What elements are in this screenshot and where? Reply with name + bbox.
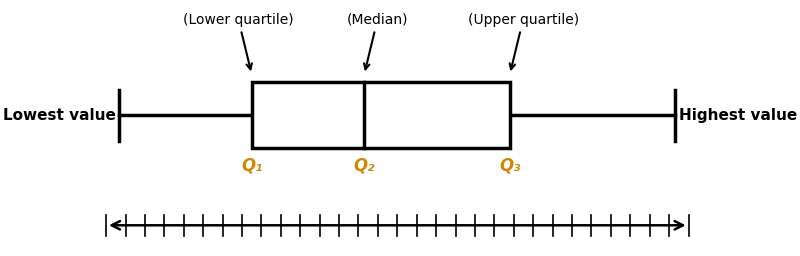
Bar [252,82,510,148]
Text: (Lower quartile): (Lower quartile) [183,13,294,69]
Text: Highest value: Highest value [678,108,797,123]
Text: Q₂: Q₂ [354,156,375,174]
Text: (Upper quartile): (Upper quartile) [467,13,578,69]
Text: (Median): (Median) [346,13,408,69]
Text: Q₃: Q₃ [499,156,521,174]
Text: Lowest value: Lowest value [3,108,116,123]
Text: Q₁: Q₁ [241,156,262,174]
